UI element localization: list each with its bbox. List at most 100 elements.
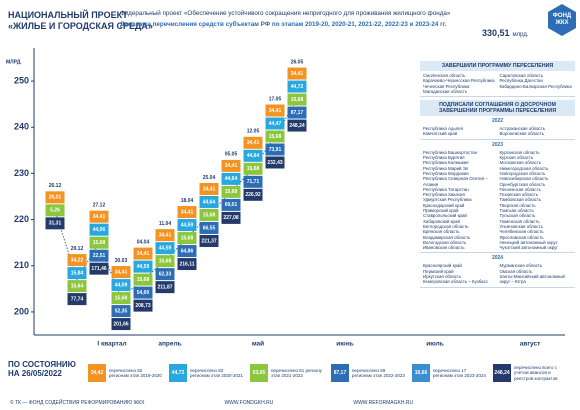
y-tick-label: 220 bbox=[14, 214, 29, 224]
legend-value: 248,24 bbox=[494, 370, 510, 376]
value-label: 26,01 bbox=[49, 195, 62, 201]
date-label: 11.04 bbox=[159, 221, 171, 227]
date-label: 27.12 bbox=[93, 202, 106, 208]
title-line: «ЖИЛЬЕ И ГОРОДСКАЯ СРЕДА» bbox=[8, 21, 153, 31]
value-label: 73,91 bbox=[269, 147, 282, 153]
value-label: 44,59 bbox=[181, 222, 194, 228]
site-link[interactable]: WWW.REFORMAGKH.RU bbox=[353, 400, 414, 406]
date-label: 30.03 bbox=[115, 258, 128, 264]
region-list: Республика Адыгея Камчатский край Астрахан… bbox=[420, 124, 575, 140]
value-box bbox=[177, 206, 197, 219]
site-link[interactable]: WWW.FONDGKH.RU bbox=[224, 400, 274, 406]
region: Псковская область bbox=[499, 192, 539, 198]
value-box bbox=[199, 208, 219, 221]
month-label: I квартал bbox=[97, 341, 126, 348]
value-label: 34,41 bbox=[93, 214, 106, 220]
status: ПО СОСТОЯНИЮ НА 26/05/2022 bbox=[8, 360, 76, 378]
date-label: 29.12 bbox=[71, 246, 84, 252]
value-label: 211,87 bbox=[157, 284, 172, 290]
legend-box: 63,05 bbox=[250, 364, 268, 382]
value-label: 34,41 bbox=[159, 232, 172, 238]
value-box bbox=[111, 292, 131, 305]
value-box bbox=[287, 106, 307, 119]
region: Приморский край bbox=[423, 208, 459, 214]
value-box bbox=[155, 255, 175, 268]
legend-item: 63,05 перечислено 61 региону этап 2021-20… bbox=[250, 364, 325, 382]
region: Владимирская область bbox=[423, 234, 471, 240]
value-box bbox=[199, 234, 219, 247]
region: Московская область bbox=[499, 160, 542, 166]
value-label: 248,24 bbox=[289, 123, 305, 129]
y-tick-label: 250 bbox=[14, 75, 29, 85]
footer: © ТК — ФОНД СОДЕЙСТВИЯ РЕФОРМИРОВАНИЮ ЖК… bbox=[0, 396, 580, 410]
legend-item: 16,66 перечислено 17 регионам этап 2023-2… bbox=[412, 364, 487, 382]
value-box bbox=[67, 293, 87, 306]
month-label: июнь bbox=[336, 341, 353, 348]
value-box bbox=[89, 223, 109, 236]
region: Республика Мордовия bbox=[423, 170, 469, 176]
region: Пензенская область bbox=[499, 186, 541, 192]
group-year: 2022 bbox=[491, 118, 504, 125]
status-line: ПО СОСТОЯНИЮ bbox=[8, 360, 76, 369]
panel-title: ЗАВЕРШИЛИ ПРОГРАММУ ПЕРЕСЕЛЕНИЯ bbox=[420, 61, 575, 71]
region: Удмуртская Республика bbox=[423, 197, 472, 203]
value-label: 15,68 bbox=[225, 189, 238, 195]
region: Ставропольский край bbox=[423, 213, 467, 219]
value-box bbox=[265, 130, 285, 143]
value-box bbox=[111, 305, 131, 318]
value-label: 216,11 bbox=[179, 261, 194, 267]
region: Курская область bbox=[499, 155, 534, 161]
legend-text: перечислено 82 регионам этап 2019-2020 bbox=[109, 367, 162, 378]
region: Омская область bbox=[499, 268, 533, 274]
month-label: август bbox=[520, 341, 541, 348]
y-tick-label: 230 bbox=[14, 168, 29, 178]
y-axis-label: МЛРД. bbox=[6, 59, 22, 65]
group-year: 2024 bbox=[491, 255, 504, 262]
region: Ивановская область bbox=[423, 245, 465, 251]
value-box bbox=[221, 211, 241, 224]
value-label: 44,06 bbox=[93, 227, 106, 233]
value-label: 52,35 bbox=[115, 308, 128, 314]
value-label: 69,01 bbox=[225, 202, 238, 208]
value-label: 208,73 bbox=[135, 303, 151, 309]
value-box bbox=[67, 280, 87, 293]
legend-box: 87,17 bbox=[331, 364, 349, 382]
y-tick-label: 210 bbox=[14, 260, 29, 270]
legend-item: 34,42 перечислено 82 регионам этап 2019-2… bbox=[88, 364, 163, 382]
value-box bbox=[287, 67, 307, 80]
legend-value: 16,66 bbox=[414, 370, 428, 376]
value-label: 71,71 bbox=[247, 179, 260, 185]
value-box bbox=[155, 242, 175, 255]
month-label: апрель bbox=[158, 341, 181, 348]
value-label: 34,41 bbox=[247, 140, 260, 146]
legend-box: 44,72 bbox=[169, 364, 187, 382]
value-box bbox=[67, 254, 87, 267]
region: Тюменская область bbox=[499, 218, 540, 224]
legend-value: 87,17 bbox=[333, 370, 347, 376]
value-box bbox=[89, 236, 109, 249]
value-label: 201,66 bbox=[113, 321, 129, 327]
value-box bbox=[265, 104, 285, 117]
regions-panel: ЗАВЕРШИЛИ ПРОГРАММУ ПЕРЕСЕЛЕНИЯ Смоленска… bbox=[420, 58, 575, 336]
region: Камчатский край bbox=[423, 131, 458, 137]
region: Белгородская область bbox=[423, 223, 469, 229]
value-box bbox=[177, 232, 197, 245]
region: Курганская область bbox=[499, 149, 540, 155]
value-label: 34,41 bbox=[225, 163, 238, 169]
y-tick-label: 240 bbox=[14, 122, 29, 132]
region: Томская область bbox=[499, 208, 534, 214]
region: Республика Северная Осетия – Алания bbox=[423, 176, 488, 187]
value-box bbox=[155, 281, 175, 294]
value-box bbox=[287, 80, 307, 93]
value-box bbox=[243, 175, 263, 188]
value-label: 34,41 bbox=[115, 269, 128, 275]
value-label: 64,86 bbox=[181, 248, 194, 254]
value-label: 15,68 bbox=[269, 134, 282, 140]
region: Смоленская область bbox=[423, 73, 466, 78]
value-label: 34,41 bbox=[203, 186, 216, 192]
legend-text: перечислено 61 региону этап 2021-2022 bbox=[271, 367, 322, 378]
value-label: 15,68 bbox=[115, 295, 128, 301]
value-label: 87,17 bbox=[291, 110, 304, 116]
value-box bbox=[111, 279, 131, 292]
